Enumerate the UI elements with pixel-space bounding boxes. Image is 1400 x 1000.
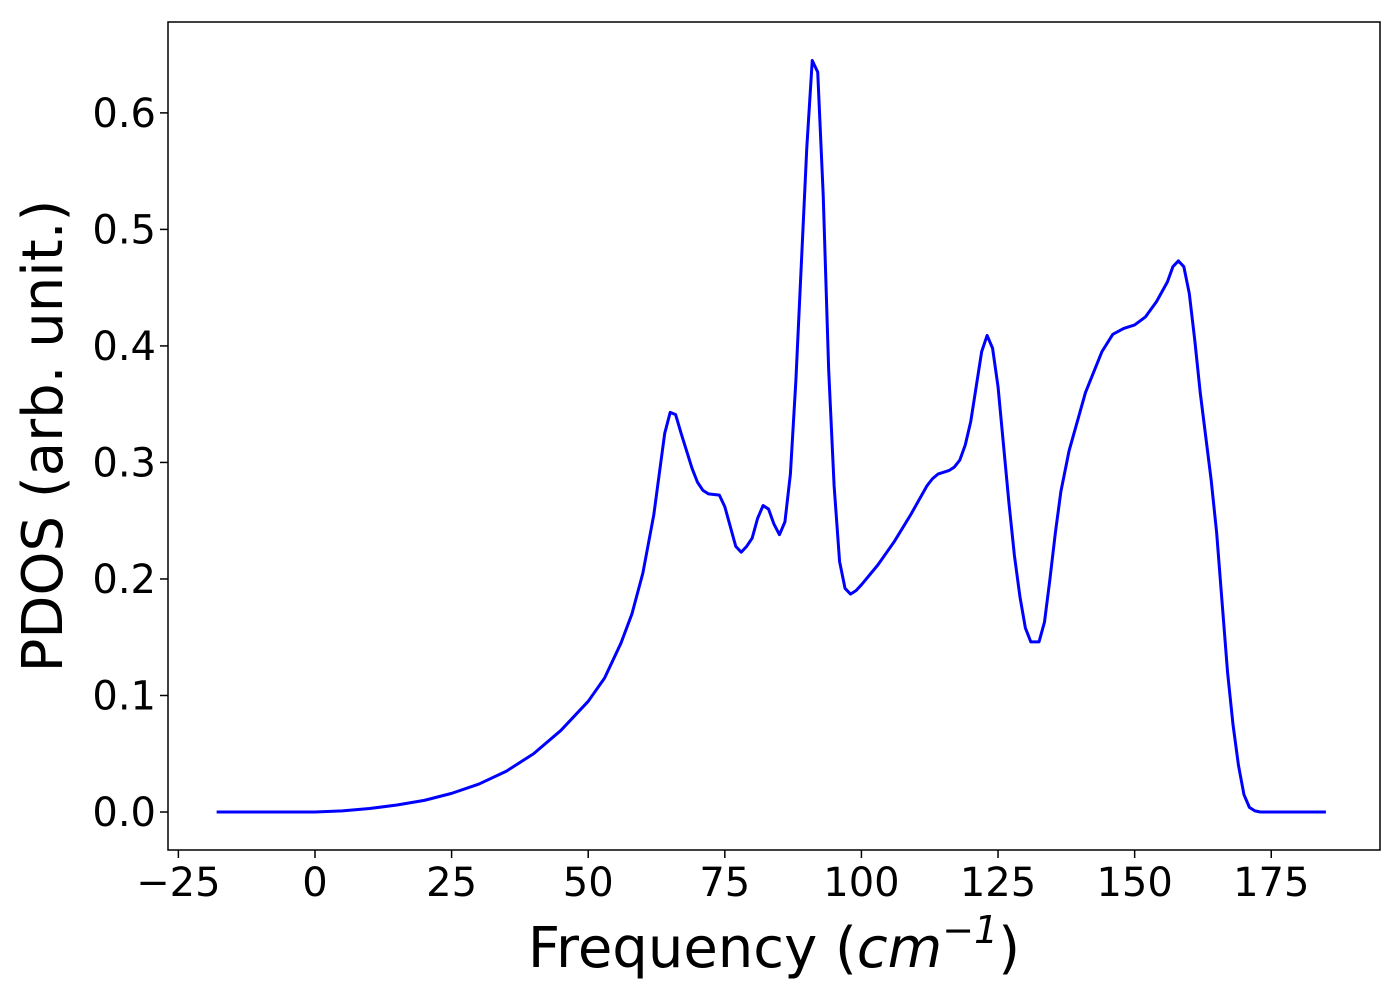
x-tick-label: 25 (426, 860, 477, 906)
x-label-text: Frequency ( (528, 916, 857, 981)
x-tick-label: 125 (960, 860, 1036, 906)
x-tick-label: −25 (136, 860, 220, 906)
x-tick-label: 75 (699, 860, 750, 906)
plot-frame (167, 21, 1381, 851)
x-tick-label: 175 (1233, 860, 1309, 906)
x-tick-label: 150 (1096, 860, 1172, 906)
x-tick-label: 50 (563, 860, 614, 906)
x-tick-label: 100 (823, 860, 899, 906)
x-label-math: cm (857, 916, 942, 981)
x-label-superscript: −1 (942, 908, 998, 952)
y-tick-label: 0.2 (92, 557, 156, 603)
x-tick-label: 0 (302, 860, 327, 906)
y-tick-label: 0.0 (92, 790, 156, 836)
y-axis-label: PDOS (arb. unit.) (11, 200, 76, 673)
y-tick-label: 0.5 (92, 207, 156, 253)
x-label-close: ) (998, 916, 1020, 981)
y-tick-label: 0.3 (92, 440, 156, 486)
y-tick-label: 0.4 (92, 324, 156, 370)
x-axis-label: Frequency (cm−1) (528, 908, 1020, 981)
y-tick-label: 0.6 (92, 91, 156, 137)
data-line (216, 58, 1326, 814)
y-tick-label: 0.1 (92, 673, 156, 719)
